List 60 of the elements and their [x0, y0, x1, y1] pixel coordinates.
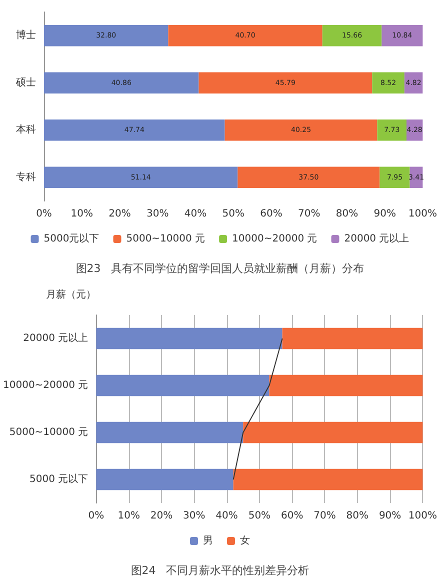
x-tick-label: 40% — [216, 510, 238, 522]
x-tick-label: 50% — [248, 510, 271, 522]
x-tick-label: 100% — [408, 510, 437, 522]
x-tick-label: 0% — [88, 510, 104, 522]
x-tick-label: 20% — [108, 208, 131, 220]
y-axis-title: 月薪（元） — [46, 288, 96, 300]
x-tick-label: 70% — [314, 510, 336, 522]
x-tick-label: 30% — [183, 510, 206, 522]
x-tick-label: 0% — [36, 208, 52, 220]
y-tick-label: 5000 元以下 — [30, 473, 88, 485]
y-tick-label: 20000 元以上 — [23, 332, 88, 344]
x-tick-label: 70% — [298, 208, 320, 220]
x-tick-label: 80% — [336, 208, 358, 220]
legend-label: 5000~10000 元 — [126, 234, 206, 244]
x-tick-label: 80% — [346, 510, 369, 522]
text: 图23 具有不同学位的留学回国人员就业薪酬（月薪）分布 — [76, 262, 364, 275]
x-tick-label: 30% — [146, 208, 169, 220]
bar — [198, 72, 372, 94]
legend-label: 男 — [203, 536, 213, 546]
x-tick-label: 10% — [118, 510, 140, 522]
bar — [238, 166, 380, 188]
bar — [96, 468, 234, 490]
x-tick-label: 10% — [70, 208, 93, 220]
bar — [168, 24, 322, 46]
text: 图24 不同月薪水平的性别差异分析 — [130, 564, 310, 577]
y-tick-label: 5000~10000 元 — [9, 427, 88, 438]
x-tick-label: 50% — [222, 208, 244, 220]
bar — [44, 166, 238, 188]
x-tick-label: 100% — [408, 208, 437, 220]
bar — [322, 24, 382, 46]
x-tick-label: 90% — [374, 208, 396, 220]
bar — [96, 328, 282, 350]
bar — [243, 422, 423, 444]
legend-label: 5000元以下 — [44, 232, 100, 244]
bar — [224, 119, 378, 141]
y-tick-label: 硕士 — [15, 76, 36, 88]
bar — [269, 374, 423, 396]
bar — [44, 72, 199, 94]
x-tick-label: 20% — [150, 510, 173, 522]
bar — [380, 166, 410, 188]
x-tick-label: 60% — [280, 510, 304, 522]
legend-label: 20000 元以上 — [344, 232, 410, 244]
bar — [44, 24, 168, 46]
y-tick-label: 专科 — [16, 170, 36, 183]
legend-label: 女 — [240, 534, 250, 546]
bar — [96, 374, 270, 396]
y-tick-label: 博士 — [16, 29, 36, 42]
y-tick-label: 本科 — [16, 124, 36, 136]
x-tick-label: 60% — [260, 208, 282, 220]
bar — [382, 24, 423, 46]
x-tick-label: 40% — [184, 208, 207, 220]
bar — [372, 72, 404, 94]
legend-label: 10000~20000 元 — [232, 234, 318, 244]
y-tick-label: 10000~20000 元 — [2, 380, 88, 391]
bar — [233, 468, 423, 490]
x-tick-label: 90% — [378, 510, 402, 522]
bar — [282, 328, 423, 350]
bar — [96, 422, 244, 444]
bar — [377, 119, 406, 141]
bar — [44, 119, 225, 141]
